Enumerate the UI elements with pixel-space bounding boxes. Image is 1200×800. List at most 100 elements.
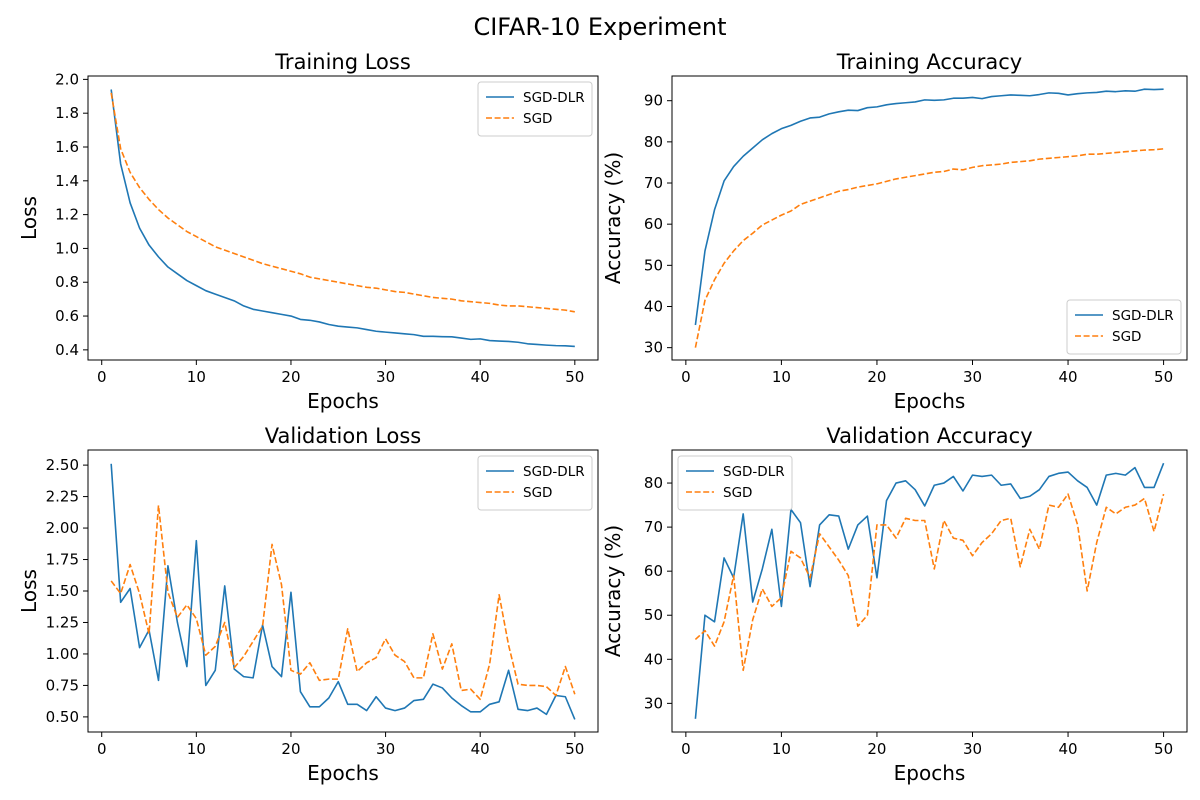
training-loss-legend: SGD-DLR SGD [477, 81, 593, 137]
validation-accuracy-x-tick-label: 0 [681, 740, 691, 758]
training-accuracy-series-sgd [694, 148, 1164, 348]
validation-loss-y-tick-label: 1.25 [46, 613, 79, 631]
validation-accuracy-y-tick-label: 60 [644, 562, 663, 580]
validation-loss-series-sgd-dlr [110, 463, 576, 720]
training-loss-x-tick-label: 10 [187, 368, 206, 386]
training-accuracy-panel: Training Accuracy 0 10 20 30 40 50 30 40 50 60 70 80… [601, 50, 1188, 413]
training-accuracy-y-tick-label: 80 [644, 133, 663, 151]
validation-accuracy-panel: Validation Accuracy 0 10 20 30 40 50 30 40 50 60 70… [601, 424, 1188, 785]
training-accuracy-legend-label-sgd-dlr: SGD-DLR [1112, 308, 1174, 324]
validation-loss-axes-frame [87, 449, 599, 733]
validation-loss-y-tick-label: 0.50 [46, 708, 79, 726]
training-accuracy-title: Training Accuracy [836, 50, 1022, 74]
training-loss-y-tick-label: 0.6 [55, 307, 79, 325]
training-loss-y-tick-label: 0.4 [55, 341, 79, 359]
validation-loss-panel: Validation Loss 0 10 20 30 40 50 0.50 0.75 1.00 1.… [17, 424, 599, 785]
validation-loss-legend-box [477, 455, 593, 511]
validation-accuracy-legend-label-sgd: SGD [723, 485, 752, 501]
training-accuracy-y-tick-label: 60 [644, 215, 663, 233]
validation-accuracy-y-axis-label: Accuracy (%) [601, 525, 625, 657]
training-loss-y-tick-label: 1.4 [55, 172, 79, 190]
validation-accuracy-x-axis-label: Epochs [894, 761, 966, 785]
training-loss-y-tick-label: 1.0 [55, 239, 79, 257]
training-loss-panel: Training Loss 0 10 20 30 40 50 0.4 0.6 0.8 1.0 1.2 1… [17, 50, 599, 413]
training-loss-x-tick-label: 0 [97, 368, 107, 386]
validation-accuracy-axes-frame [671, 449, 1188, 733]
validation-accuracy-x-tick-label: 50 [1154, 740, 1173, 758]
training-accuracy-legend-box [1066, 299, 1182, 355]
validation-loss-legend-label-sgd: SGD [523, 485, 552, 501]
training-loss-axes-frame [87, 75, 599, 361]
validation-loss-y-tick-label: 0.75 [46, 676, 79, 694]
training-loss-x-tick-label: 40 [471, 368, 490, 386]
validation-accuracy-x-tick-label: 20 [867, 740, 886, 758]
training-accuracy-x-tick-label: 0 [681, 368, 691, 386]
validation-accuracy-legend-box [677, 455, 793, 511]
training-loss-y-tick-label: 1.2 [55, 206, 79, 224]
training-loss-legend-label-sgd-dlr: SGD-DLR [523, 90, 585, 106]
training-accuracy-y-tick-label: 70 [644, 174, 663, 192]
validation-loss-x-tick-label: 30 [376, 740, 395, 758]
validation-accuracy-legend-label-sgd-dlr: SGD-DLR [723, 464, 785, 480]
training-loss-x-tick-label: 30 [376, 368, 395, 386]
validation-loss-legend-label-sgd-dlr: SGD-DLR [523, 464, 585, 480]
training-accuracy-x-tick-label: 40 [1058, 368, 1077, 386]
validation-loss-y-axis-label: Loss [17, 569, 41, 613]
training-loss-x-tick-label: 50 [565, 368, 584, 386]
training-accuracy-x-tick-label: 30 [963, 368, 982, 386]
training-accuracy-y-tick-label: 50 [644, 256, 663, 274]
validation-loss-x-tick-label: 20 [281, 740, 300, 758]
validation-accuracy-series-sgd-dlr [694, 462, 1165, 719]
training-loss-y-tick-label: 1.8 [55, 104, 79, 122]
training-loss-title: Training Loss [274, 50, 411, 74]
training-loss-y-tick-label: 1.6 [55, 138, 79, 156]
validation-loss-x-tick-label: 40 [471, 740, 490, 758]
training-loss-y-tick-label: 0.8 [55, 273, 79, 291]
training-accuracy-legend-label-sgd: SGD [1112, 329, 1141, 345]
validation-loss-series-sgd [110, 504, 576, 701]
training-loss-x-tick-label: 20 [281, 368, 300, 386]
training-accuracy-axes-frame [671, 75, 1188, 361]
validation-accuracy-legend: SGD-DLR SGD [677, 455, 793, 511]
validation-loss-x-axis-label: Epochs [307, 761, 379, 785]
training-accuracy-x-axis-label: Epochs [894, 389, 966, 413]
training-accuracy-x-tick-label: 10 [772, 368, 791, 386]
validation-loss-legend: SGD-DLR SGD [477, 455, 593, 511]
validation-accuracy-y-tick-label: 70 [644, 518, 663, 536]
validation-loss-y-tick-label: 1.50 [46, 582, 79, 600]
validation-loss-x-tick-label: 10 [187, 740, 206, 758]
training-accuracy-y-tick-label: 90 [644, 92, 663, 110]
validation-accuracy-x-tick-label: 10 [772, 740, 791, 758]
training-accuracy-x-tick-label: 20 [867, 368, 886, 386]
training-loss-x-axis-label: Epochs [307, 389, 379, 413]
validation-accuracy-x-tick-label: 40 [1058, 740, 1077, 758]
training-loss-legend-box [477, 81, 593, 137]
validation-accuracy-title: Validation Accuracy [826, 424, 1032, 448]
validation-accuracy-y-tick-label: 40 [644, 650, 663, 668]
training-accuracy-legend: SGD-DLR SGD [1066, 299, 1182, 355]
validation-accuracy-series-sgd [694, 493, 1165, 672]
training-loss-series-sgd [110, 92, 575, 313]
validation-accuracy-y-tick-label: 30 [644, 694, 663, 712]
validation-accuracy-y-tick-label: 50 [644, 606, 663, 624]
validation-loss-title: Validation Loss [265, 424, 421, 448]
validation-loss-y-tick-label: 2.00 [46, 519, 79, 537]
training-accuracy-y-axis-label: Accuracy (%) [601, 152, 625, 284]
validation-accuracy-y-tick-label: 80 [644, 474, 663, 492]
training-accuracy-x-tick-label: 50 [1154, 368, 1173, 386]
validation-loss-y-tick-label: 1.75 [46, 551, 79, 569]
validation-loss-y-tick-label: 2.50 [46, 456, 79, 474]
validation-accuracy-x-tick-label: 30 [963, 740, 982, 758]
validation-loss-y-tick-label: 2.25 [46, 488, 79, 506]
training-accuracy-y-tick-label: 40 [644, 297, 663, 315]
training-loss-y-tick-label: 2.0 [55, 70, 79, 88]
validation-loss-x-tick-label: 50 [565, 740, 584, 758]
training-accuracy-y-tick-label: 30 [644, 339, 663, 357]
training-loss-y-axis-label: Loss [17, 196, 41, 240]
training-accuracy-series-sgd-dlr [694, 88, 1164, 326]
training-loss-series-sgd-dlr [110, 89, 575, 348]
validation-loss-y-tick-label: 1.00 [46, 645, 79, 663]
figure-title: CIFAR-10 Experiment [473, 13, 726, 41]
validation-loss-x-tick-label: 0 [97, 740, 107, 758]
